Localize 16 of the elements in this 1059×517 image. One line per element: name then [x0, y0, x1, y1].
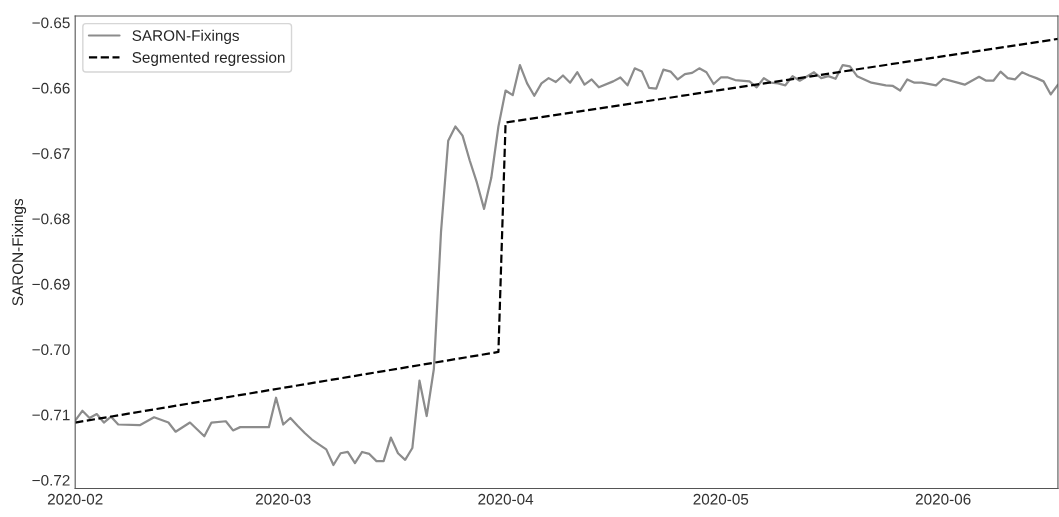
y-axis-title: SARON-Fixings [11, 198, 27, 306]
y-tick-label: −0.70 [32, 344, 70, 356]
legend-label: SARON-Fixings [132, 29, 239, 45]
y-tick-label: −0.72 [32, 474, 70, 486]
y-tick-label: −0.68 [32, 213, 70, 225]
x-tick-label: 2020-05 [693, 493, 749, 505]
y-tick-label: −0.66 [32, 82, 70, 94]
y-tick-label: −0.71 [32, 409, 70, 421]
y-tick-label: −0.65 [32, 17, 70, 29]
y-tick-label: −0.67 [32, 148, 70, 159]
y-tick-label: −0.69 [32, 278, 70, 290]
x-tick-label: 2020-03 [255, 493, 311, 505]
x-tick-label: 2020-04 [478, 493, 534, 505]
x-tick-label: 2020-06 [915, 493, 971, 505]
x-tick-label: 2020-02 [47, 493, 103, 505]
legend-label: Segmented regression [132, 51, 285, 66]
